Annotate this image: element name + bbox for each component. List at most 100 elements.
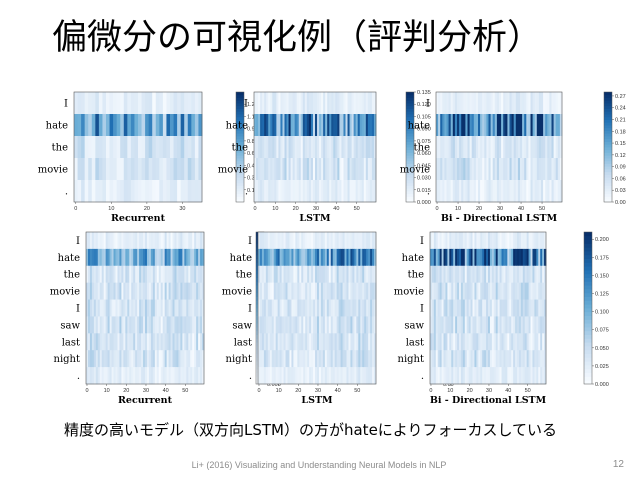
row-label: hate	[226, 121, 248, 132]
colorbar-segment	[406, 155, 414, 159]
heatmap-cell	[505, 92, 508, 115]
heatmap-cell	[464, 316, 468, 334]
heatmap-cell	[322, 232, 326, 250]
heatmap-cell	[334, 299, 338, 317]
colorbar-segment	[584, 251, 592, 256]
heatmap-cell	[148, 265, 152, 284]
heatmap-cell	[326, 333, 330, 351]
colorbar-segment	[236, 174, 244, 178]
heatmap-cell	[354, 299, 357, 317]
heatmap-cell	[111, 248, 114, 267]
heatmap-cell	[292, 136, 296, 159]
heatmap-cell	[474, 333, 477, 351]
heatmap-cell	[433, 316, 437, 334]
heatmap-cell	[373, 136, 377, 159]
heatmap-cell	[115, 265, 118, 284]
heatmap-cell	[460, 299, 464, 317]
heatmap-cell	[143, 316, 146, 334]
heatmap-cell	[308, 114, 312, 137]
heatmap-cell	[542, 299, 545, 317]
colorbar-segment	[236, 122, 244, 126]
heatmap-cell	[194, 299, 197, 317]
heatmap-cell	[461, 180, 464, 203]
colorbar-segment	[584, 258, 592, 263]
heatmap-cell	[95, 282, 99, 300]
heatmap-cell	[351, 114, 355, 137]
heatmap-cell	[155, 114, 160, 137]
heatmap-cell	[87, 265, 91, 284]
heatmap-cell	[187, 158, 192, 181]
heatmap-cell	[307, 232, 310, 250]
colorbar-segment	[236, 133, 244, 137]
heatmap-cell	[303, 282, 306, 300]
heatmap-cell	[150, 316, 154, 334]
heatmap-cell	[137, 265, 140, 284]
heatmap-cell	[350, 232, 353, 250]
heatmap-cell	[284, 92, 287, 115]
heatmap-cell	[538, 158, 542, 181]
colorbar-segment	[406, 141, 414, 145]
heatmap-cell	[439, 367, 442, 385]
heatmap-cell	[454, 136, 458, 159]
heatmap-cell	[318, 350, 322, 368]
heatmap-cell	[141, 158, 146, 181]
heatmap-cell	[344, 367, 347, 385]
heatmap-cell	[509, 350, 512, 368]
colorbar-tick-label: 0.175	[595, 255, 609, 261]
heatmap-cell	[480, 248, 483, 267]
heatmap-cell	[180, 299, 183, 317]
heatmap-cell	[324, 367, 328, 385]
heatmap-cell	[294, 114, 298, 137]
heatmap-cell	[116, 92, 121, 115]
heatmap-cell	[120, 92, 125, 115]
heatmap-cell	[160, 299, 164, 317]
heatmap-cell	[324, 282, 328, 300]
heatmap-cell	[184, 180, 189, 203]
heatmap-cell	[125, 265, 128, 284]
heatmap-cell	[196, 367, 199, 385]
heatmap-cell	[522, 92, 525, 115]
heatmap-cell	[349, 158, 352, 181]
x-tick-label: 30	[315, 388, 321, 394]
heatmap-cell	[202, 367, 205, 385]
heatmap-cell	[442, 136, 445, 159]
heatmap-cell	[518, 350, 522, 368]
heatmap-cell	[364, 316, 367, 334]
heatmap-cell	[277, 367, 281, 385]
heatmap-cell	[440, 114, 443, 137]
heatmap-cell	[134, 158, 139, 181]
heatmap-cell	[362, 248, 365, 267]
heatmap-cell	[433, 248, 437, 267]
heatmap-cell	[191, 92, 196, 115]
heatmap-cell	[439, 299, 442, 317]
heatmap-cell	[534, 92, 538, 115]
heatmap-cell	[476, 350, 479, 368]
heatmap-cell	[188, 367, 191, 385]
heatmap-cell	[353, 92, 357, 115]
heatmap-cell	[307, 248, 310, 267]
heatmap-cell	[311, 299, 314, 317]
heatmap-cell	[532, 114, 536, 137]
heatmap-cell	[333, 180, 336, 203]
x-tick-label: 30	[143, 388, 149, 394]
heatmap-cell	[334, 316, 338, 334]
heatmap-cell	[106, 114, 110, 137]
heatmap-cell	[261, 299, 265, 317]
heatmap-cell	[166, 248, 169, 267]
heatmap-cell	[267, 316, 271, 334]
heatmap-cell	[505, 232, 508, 250]
heatmap-cell	[123, 333, 126, 351]
heatmap-cell	[346, 282, 349, 300]
heatmap-cell	[489, 367, 493, 385]
heatmap-cell	[190, 350, 193, 368]
heatmap-cell	[335, 92, 338, 115]
heatmap-cell	[109, 333, 112, 351]
heatmap-cell	[522, 265, 526, 284]
heatmap-cell	[338, 299, 341, 317]
heatmap-cell	[457, 316, 460, 334]
heatmap-cell	[348, 248, 351, 267]
heatmap-cell	[357, 136, 361, 159]
heatmap-cell	[77, 180, 82, 203]
